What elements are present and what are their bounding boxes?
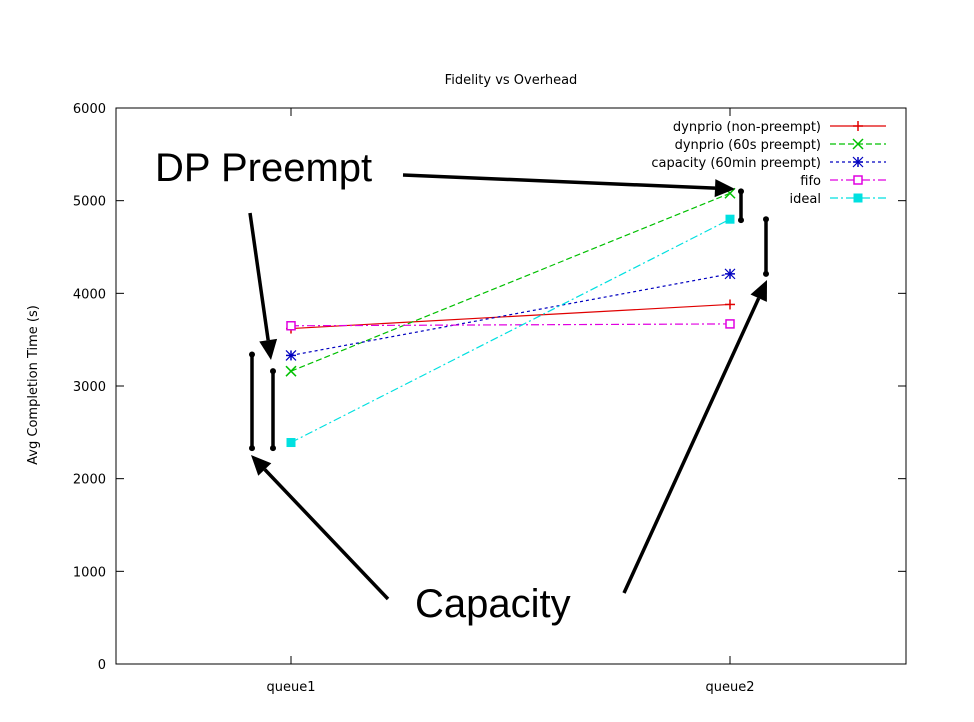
y-tick-label: 3000 [73, 380, 106, 395]
annotation-layer: DP Preempt Capacity [155, 146, 767, 626]
legend-marker-0 [853, 121, 863, 131]
range-bar-1 [270, 368, 276, 452]
arrow-dp-preempt-queue2 [402, 173, 735, 198]
y-tick-label: 0 [98, 658, 106, 673]
series-2-point-0 [285, 349, 297, 361]
plot-frame [115, 107, 907, 665]
arrow-capacity-queue1 [251, 455, 390, 601]
y-tick-label: 2000 [73, 473, 106, 488]
legend-marker-1 [852, 138, 864, 150]
ticks-layer: 0 1000 2000 3000 4000 5000 6000 queue1 queue2 [73, 102, 906, 695]
y-axis-label: Avg Completion Time (s) [26, 305, 41, 465]
x-tick-label: queue1 [267, 680, 316, 695]
range-bar-layer [249, 188, 769, 452]
series-line-2 [290, 273, 731, 357]
series-line-0 [290, 303, 731, 330]
y-tick-label: 5000 [73, 195, 106, 210]
legend-label-0: dynprio (non-preempt) [673, 120, 821, 135]
series-4-point-1 [725, 214, 735, 224]
chart-title: Fidelity vs Overhead [445, 73, 578, 88]
annotation-dp-preempt: DP Preempt [155, 146, 372, 190]
series-4-point-0 [286, 438, 296, 448]
series-3-point-0 [286, 321, 296, 331]
series-3-point-1 [725, 319, 735, 329]
series-line-4 [290, 218, 731, 444]
annotation-capacity: Capacity [415, 582, 571, 626]
x-tick-label: queue2 [706, 680, 755, 695]
range-bar-0 [249, 351, 255, 452]
series-line-1 [290, 192, 731, 372]
legend-label-2: capacity (60min preempt) [651, 156, 821, 171]
series-2-point-1 [724, 268, 736, 280]
range-bar-2 [738, 188, 744, 224]
y-tick-label: 6000 [73, 102, 106, 117]
series-layer [285, 187, 736, 448]
series-0-point-1 [725, 299, 735, 310]
legend-label-4: ideal [790, 192, 821, 207]
arrow-dp-preempt-queue1 [248, 212, 278, 360]
legend-marker-3 [853, 175, 863, 185]
range-bar-3 [763, 216, 769, 277]
arrow-capacity-queue2 [622, 280, 767, 594]
y-tick-label: 1000 [73, 565, 106, 580]
legend-marker-2 [852, 156, 864, 168]
legend-label-1: dynprio (60s preempt) [675, 138, 821, 153]
y-tick-label: 4000 [73, 287, 106, 302]
legend: dynprio (non-preempt) dynprio (60s preemp… [651, 120, 886, 207]
series-line-3 [290, 323, 731, 327]
legend-label-3: fifo [800, 174, 821, 189]
legend-marker-4 [853, 193, 863, 203]
series-1-point-0 [285, 365, 297, 377]
